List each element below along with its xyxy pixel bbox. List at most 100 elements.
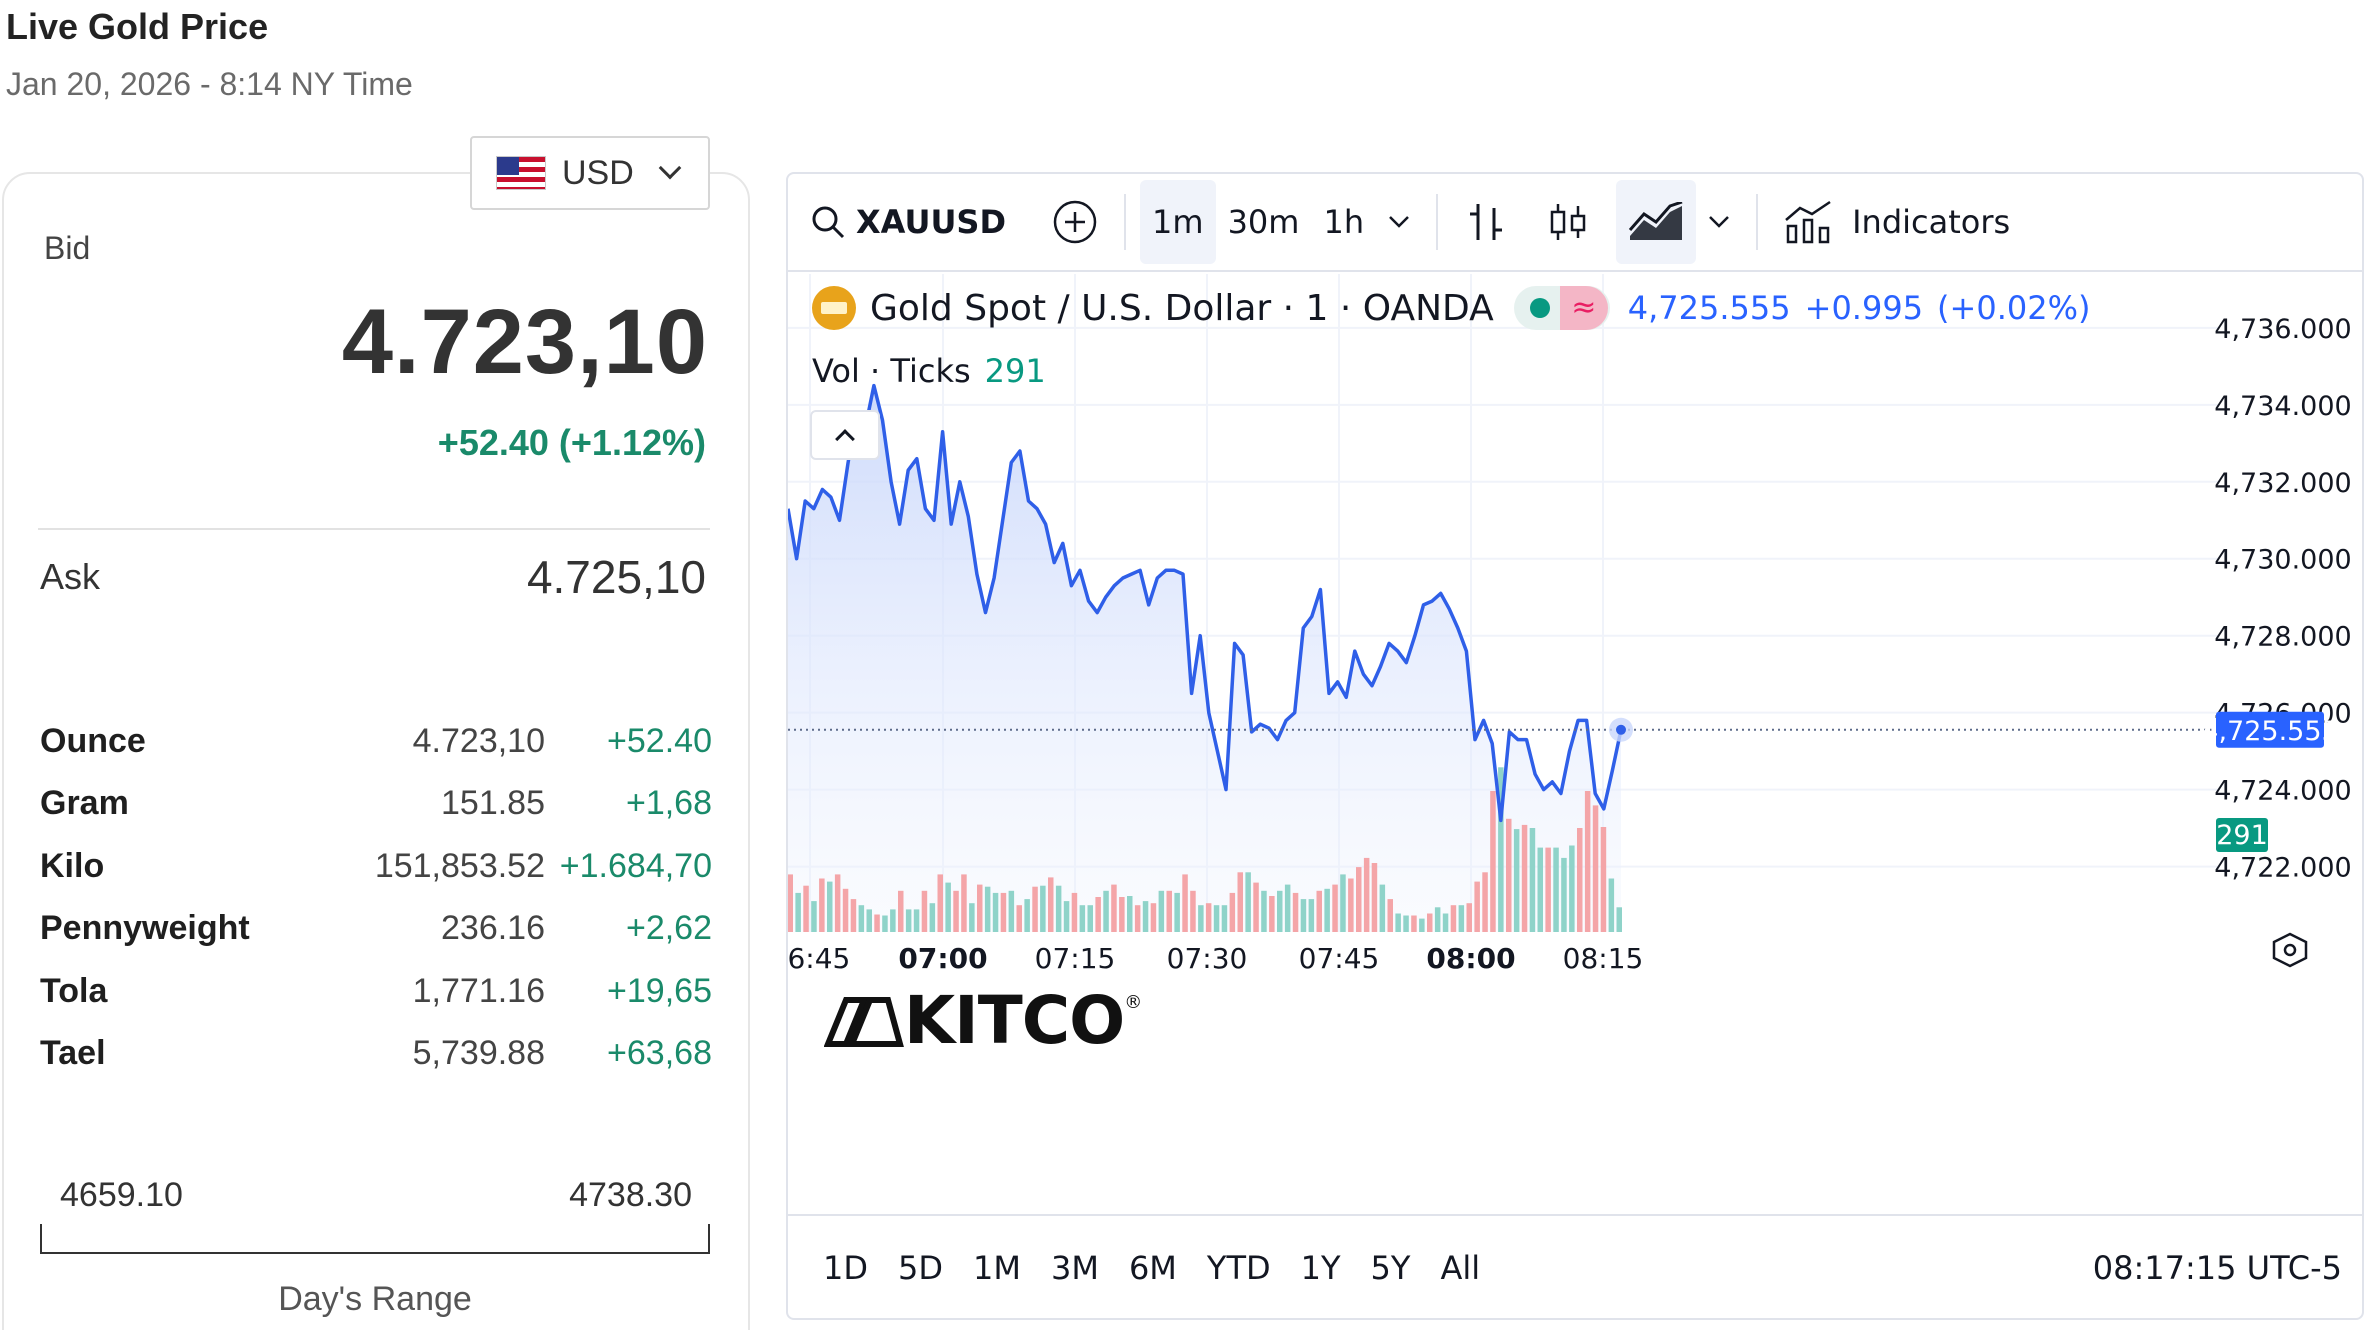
volume-bar bbox=[1450, 905, 1457, 932]
interval-1m[interactable]: 1m bbox=[1140, 180, 1216, 264]
collapse-legend-button[interactable] bbox=[810, 410, 880, 460]
chevron-down-icon bbox=[658, 156, 682, 180]
search-icon bbox=[812, 206, 845, 239]
symbol-label: XAUUSD bbox=[856, 203, 1007, 241]
unit-change: +1.684,70 bbox=[559, 846, 712, 885]
volume-bar bbox=[1466, 903, 1472, 932]
unit-row-tola: Tola 1,771.16 +19,65 bbox=[40, 960, 712, 1023]
volume-bar bbox=[905, 909, 912, 932]
settings-gear-icon[interactable] bbox=[2272, 932, 2308, 968]
unit-change: +19,65 bbox=[607, 971, 712, 1010]
volume-bar bbox=[1308, 899, 1315, 932]
bar-chart-button[interactable] bbox=[1452, 180, 1520, 264]
y-tick-label: 4,722.000 bbox=[2214, 853, 2351, 884]
page-title: Live Gold Price bbox=[6, 6, 269, 47]
indicators-icon bbox=[1785, 200, 1831, 244]
volume-bar bbox=[1600, 827, 1607, 932]
unit-price: 5,739.88 bbox=[412, 1034, 545, 1073]
interval-30m[interactable]: 30m bbox=[1227, 203, 1300, 241]
volume-bar bbox=[1166, 890, 1172, 932]
volume-bar bbox=[984, 886, 991, 932]
currency-value: USD bbox=[562, 153, 634, 192]
range-5d[interactable]: 5D bbox=[898, 1249, 943, 1287]
interval-1h[interactable]: 1h bbox=[1323, 203, 1365, 241]
volume-bar bbox=[992, 892, 999, 932]
volume-bar bbox=[961, 874, 967, 932]
symbol-search[interactable]: XAUUSD bbox=[798, 180, 1018, 264]
range-5y[interactable]: 5Y bbox=[1370, 1249, 1411, 1287]
chart-type-dropdown[interactable] bbox=[1696, 180, 1742, 264]
volume-bar bbox=[1024, 899, 1030, 932]
volume-bar bbox=[1356, 867, 1362, 932]
volume-bar bbox=[1205, 903, 1212, 932]
interval-dropdown[interactable] bbox=[1376, 180, 1422, 264]
range-ytd[interactable]: YTD bbox=[1206, 1249, 1271, 1287]
x-tick-label: 07:15 bbox=[1035, 942, 1116, 975]
chevron-up-icon bbox=[835, 429, 855, 449]
volume-bar bbox=[1348, 878, 1354, 932]
range-6m[interactable]: 6M bbox=[1128, 1249, 1177, 1287]
volume-bar bbox=[1379, 884, 1386, 932]
volume-bar bbox=[1490, 791, 1496, 932]
volume-bar bbox=[1269, 896, 1275, 932]
volume-bar bbox=[1458, 905, 1465, 932]
volume-bar bbox=[1253, 882, 1259, 932]
volume-bar bbox=[1545, 847, 1551, 932]
candle-chart-button[interactable] bbox=[1534, 180, 1602, 264]
unit-table: Ounce 4.723,10 +52.40 Gram 151.85 +1,68 … bbox=[40, 710, 712, 1085]
volume-bar bbox=[969, 903, 975, 932]
volume-bar bbox=[1506, 818, 1512, 932]
volume-bar bbox=[898, 890, 904, 932]
y-tick-label: 4,728.000 bbox=[2214, 622, 2351, 653]
compare-button[interactable] bbox=[1040, 180, 1110, 264]
range-3m[interactable]: 3M bbox=[1050, 1249, 1099, 1287]
unit-row-pennyweight: Pennyweight 236.16 +2,62 bbox=[40, 898, 712, 961]
volume-bar bbox=[1016, 905, 1022, 932]
volume-bar bbox=[1134, 905, 1141, 932]
volume-bar bbox=[1111, 884, 1117, 932]
x-tick-label: 07:30 bbox=[1167, 942, 1248, 975]
toolbar-separator bbox=[1436, 194, 1439, 250]
volume-bar bbox=[1482, 872, 1488, 932]
volume-bar bbox=[1537, 847, 1543, 932]
volume-bar bbox=[788, 874, 793, 932]
volume-bar bbox=[1190, 890, 1196, 932]
volume-bar bbox=[1434, 907, 1441, 932]
volume-bar bbox=[866, 909, 872, 932]
page-datetime: Jan 20, 2026 - 8:14 NY Time bbox=[6, 66, 413, 102]
volume-bar bbox=[1229, 892, 1236, 932]
volume-bar bbox=[1237, 872, 1243, 932]
kitco-mark-icon bbox=[824, 996, 904, 1047]
x-tick-label: 08:15 bbox=[1563, 942, 1644, 975]
range-1y[interactable]: 1Y bbox=[1300, 1249, 1341, 1287]
volume-bar bbox=[1474, 881, 1480, 932]
currency-select[interactable]: USD bbox=[470, 136, 710, 210]
x-tick-label: 07:45 bbox=[1299, 942, 1380, 975]
bid-price: 4.723,10 bbox=[341, 291, 708, 393]
range-all[interactable]: All bbox=[1440, 1249, 1481, 1287]
range-1d[interactable]: 1D bbox=[823, 1249, 868, 1287]
kitco-logo: KITCO ® bbox=[824, 982, 1142, 1059]
indicators-button[interactable]: Indicators bbox=[1772, 180, 2022, 264]
chart-toolbar: XAUUSD 1m 30m 1h Indicators bbox=[788, 174, 2362, 272]
unit-name: Ounce bbox=[40, 721, 146, 760]
y-tick-label: 4,732.000 bbox=[2214, 468, 2351, 499]
unit-change: +2,62 bbox=[625, 909, 712, 948]
volume-bar bbox=[1411, 915, 1417, 932]
legend-change-pct: (+0.02%) bbox=[1937, 289, 2091, 327]
area-chart-button[interactable] bbox=[1616, 180, 1697, 264]
market-status-badge[interactable]: ≈ bbox=[1513, 286, 1610, 330]
range-1m[interactable]: 1M bbox=[973, 1249, 1021, 1287]
volume-bar bbox=[882, 915, 888, 932]
kitco-logo-text: KITCO bbox=[904, 982, 1125, 1059]
price-chart[interactable]: 06:45 07:00 07:15 07:30 07:45 08:00 08:15 4,722… bbox=[788, 274, 2364, 1214]
volume-bar bbox=[803, 885, 809, 932]
chart-legend: Gold Spot / U.S. Dollar · 1 · OANDA ≈ 4,… bbox=[812, 286, 2090, 330]
wave-icon: ≈ bbox=[1559, 286, 1608, 330]
volume-bar bbox=[1032, 886, 1038, 932]
volume-bar bbox=[1000, 892, 1007, 932]
volume-bar bbox=[1221, 905, 1228, 932]
bars-icon bbox=[1470, 204, 1503, 240]
volume-bar bbox=[1340, 874, 1346, 932]
